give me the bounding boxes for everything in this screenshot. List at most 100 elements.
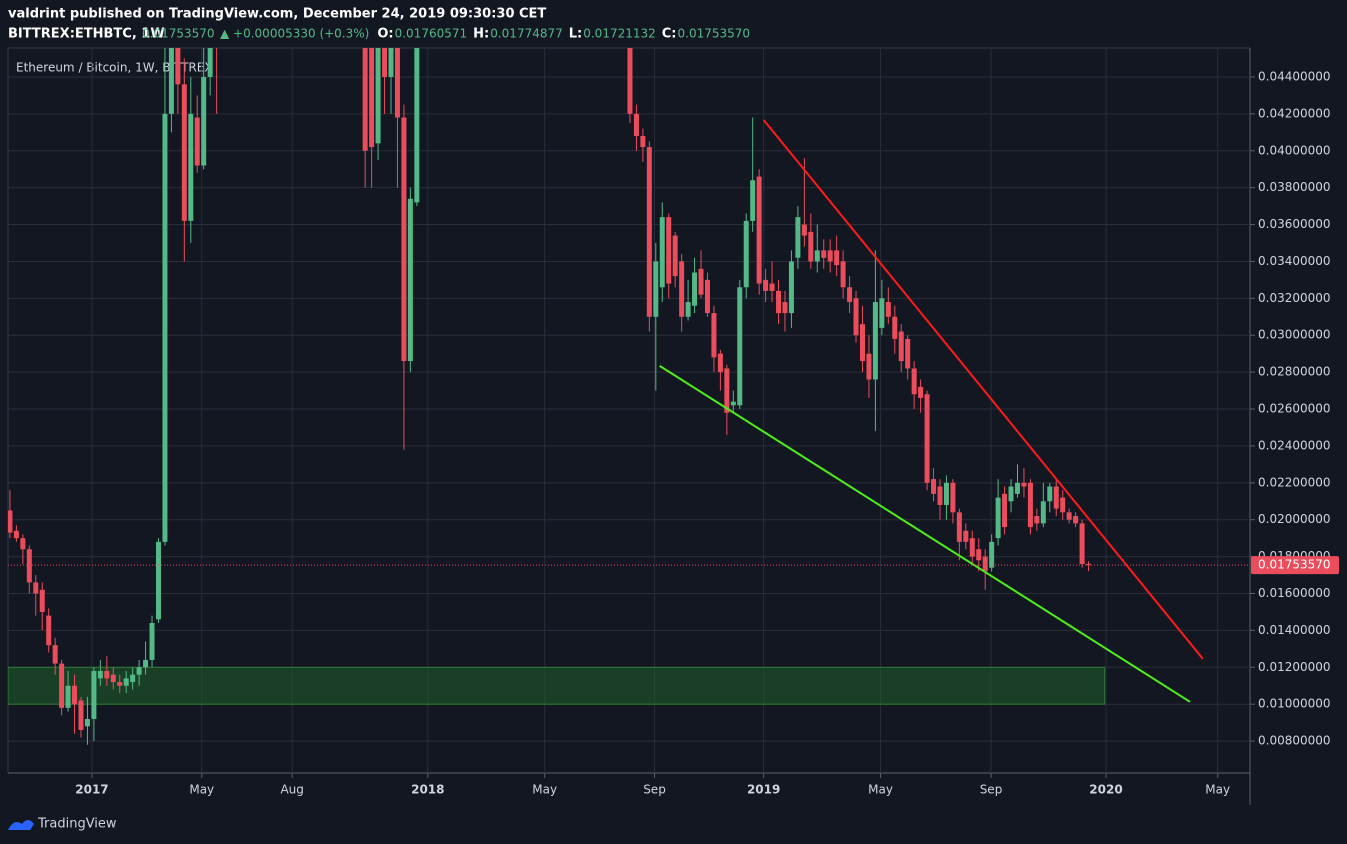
candle-body xyxy=(1014,482,1020,494)
ohlc-label: C: xyxy=(662,27,677,42)
candle-body xyxy=(911,368,917,395)
candle-body xyxy=(769,283,775,291)
x-tick-label: May xyxy=(1205,783,1230,797)
candle-body xyxy=(976,549,982,561)
y-tick-label: 0.01000000 xyxy=(1258,697,1331,711)
candle-body xyxy=(763,279,769,291)
candle-body xyxy=(892,316,898,339)
candle-body xyxy=(33,582,39,594)
y-tick-label: 0.04000000 xyxy=(1258,143,1331,157)
candle-body xyxy=(924,394,930,483)
support-zone xyxy=(8,666,1106,705)
candle-body xyxy=(1008,486,1014,502)
candle-body xyxy=(679,261,685,317)
candle-body xyxy=(905,338,911,369)
candle-body xyxy=(1073,516,1079,524)
candle-body xyxy=(407,198,413,362)
candle-body xyxy=(1086,563,1092,566)
candle-body xyxy=(666,217,672,284)
candle-body xyxy=(989,541,995,568)
candle-body xyxy=(782,302,788,314)
candle-body xyxy=(821,250,827,258)
candle-body xyxy=(795,217,801,258)
candle-body xyxy=(8,510,13,533)
candle-body xyxy=(866,353,872,380)
candle-body xyxy=(143,659,149,668)
candle-body xyxy=(937,486,943,505)
candle-body xyxy=(1066,512,1072,520)
candle-body xyxy=(711,313,717,358)
candle-body xyxy=(646,147,652,317)
candle-body xyxy=(640,135,646,148)
ohlc-value: 0.01721132 xyxy=(583,27,656,41)
candle-body xyxy=(401,117,407,362)
candle-body xyxy=(149,623,155,660)
candle-body xyxy=(898,331,904,362)
candle-body xyxy=(853,298,859,336)
y-tick-label: 0.03200000 xyxy=(1258,291,1331,305)
candle-body xyxy=(627,48,633,114)
candle-body xyxy=(110,674,116,683)
x-tick-label: May xyxy=(532,783,557,797)
candle-body xyxy=(847,287,853,303)
ohlc-value: 0.01760571 xyxy=(395,27,468,41)
candle-body xyxy=(207,48,213,77)
symbol: BITTREX:ETHBTC, 1W xyxy=(8,27,165,42)
candle-body xyxy=(123,678,129,686)
ohlc-value: 0.01774877 xyxy=(490,27,563,41)
candle-body xyxy=(394,48,400,118)
candle-body xyxy=(136,667,142,675)
candle-body xyxy=(918,386,924,398)
y-tick-label: 0.02200000 xyxy=(1258,475,1331,489)
plot xyxy=(8,48,1250,745)
x-tick-label: Sep xyxy=(980,783,1003,797)
y-tick-label: 0.02800000 xyxy=(1258,365,1331,379)
candle-body xyxy=(72,685,78,705)
candle-body xyxy=(776,290,782,314)
y-tick-label: 0.01600000 xyxy=(1258,586,1331,600)
y-tick-label: 0.04200000 xyxy=(1258,106,1331,120)
candle-body xyxy=(1047,486,1053,502)
candle-body xyxy=(717,353,723,373)
candle-body xyxy=(730,401,736,406)
candle-body xyxy=(382,48,388,77)
candle-body xyxy=(39,589,45,612)
candle-body xyxy=(704,279,710,314)
candle-body xyxy=(65,685,71,708)
candle-body xyxy=(737,287,743,406)
y-tick-label: 0.03800000 xyxy=(1258,180,1331,194)
candle-body xyxy=(188,113,194,221)
candle-body xyxy=(943,482,949,505)
logo-icon xyxy=(8,820,34,830)
candle-body xyxy=(104,670,110,679)
x-tick-label: 2017 xyxy=(75,783,108,797)
candle-body xyxy=(692,272,698,306)
candle-body xyxy=(653,261,659,317)
chart-title: Ethereum / Bitcoin, 1W, BITTREX xyxy=(16,61,213,75)
candle-body xyxy=(369,48,375,148)
candle-body xyxy=(91,670,97,719)
candle-body xyxy=(963,530,969,542)
candle-body xyxy=(788,261,794,314)
candle-body xyxy=(1060,497,1066,513)
trendline xyxy=(762,119,1204,660)
x-tick-label: 2019 xyxy=(747,783,780,797)
candle-body xyxy=(59,663,65,708)
candle-body xyxy=(750,180,756,221)
candle-body xyxy=(724,368,730,413)
candle-body xyxy=(633,113,639,136)
ohlc-label: H: xyxy=(473,27,489,42)
candle-body xyxy=(982,556,988,572)
candle-body xyxy=(117,682,123,686)
y-tick-label: 0.01400000 xyxy=(1258,623,1331,637)
change: ▲ +0.00005330 (+0.3%) xyxy=(220,27,369,41)
y-tick-label: 0.00800000 xyxy=(1258,734,1331,748)
candle-body xyxy=(931,479,937,494)
published-line: valdrint published on TradingView.com, D… xyxy=(8,7,546,22)
candle-body xyxy=(201,76,207,166)
candle-body xyxy=(995,497,1001,539)
candle-body xyxy=(827,250,833,262)
ohlc-value: 0.01753570 xyxy=(678,27,751,41)
candle-body xyxy=(879,298,885,328)
